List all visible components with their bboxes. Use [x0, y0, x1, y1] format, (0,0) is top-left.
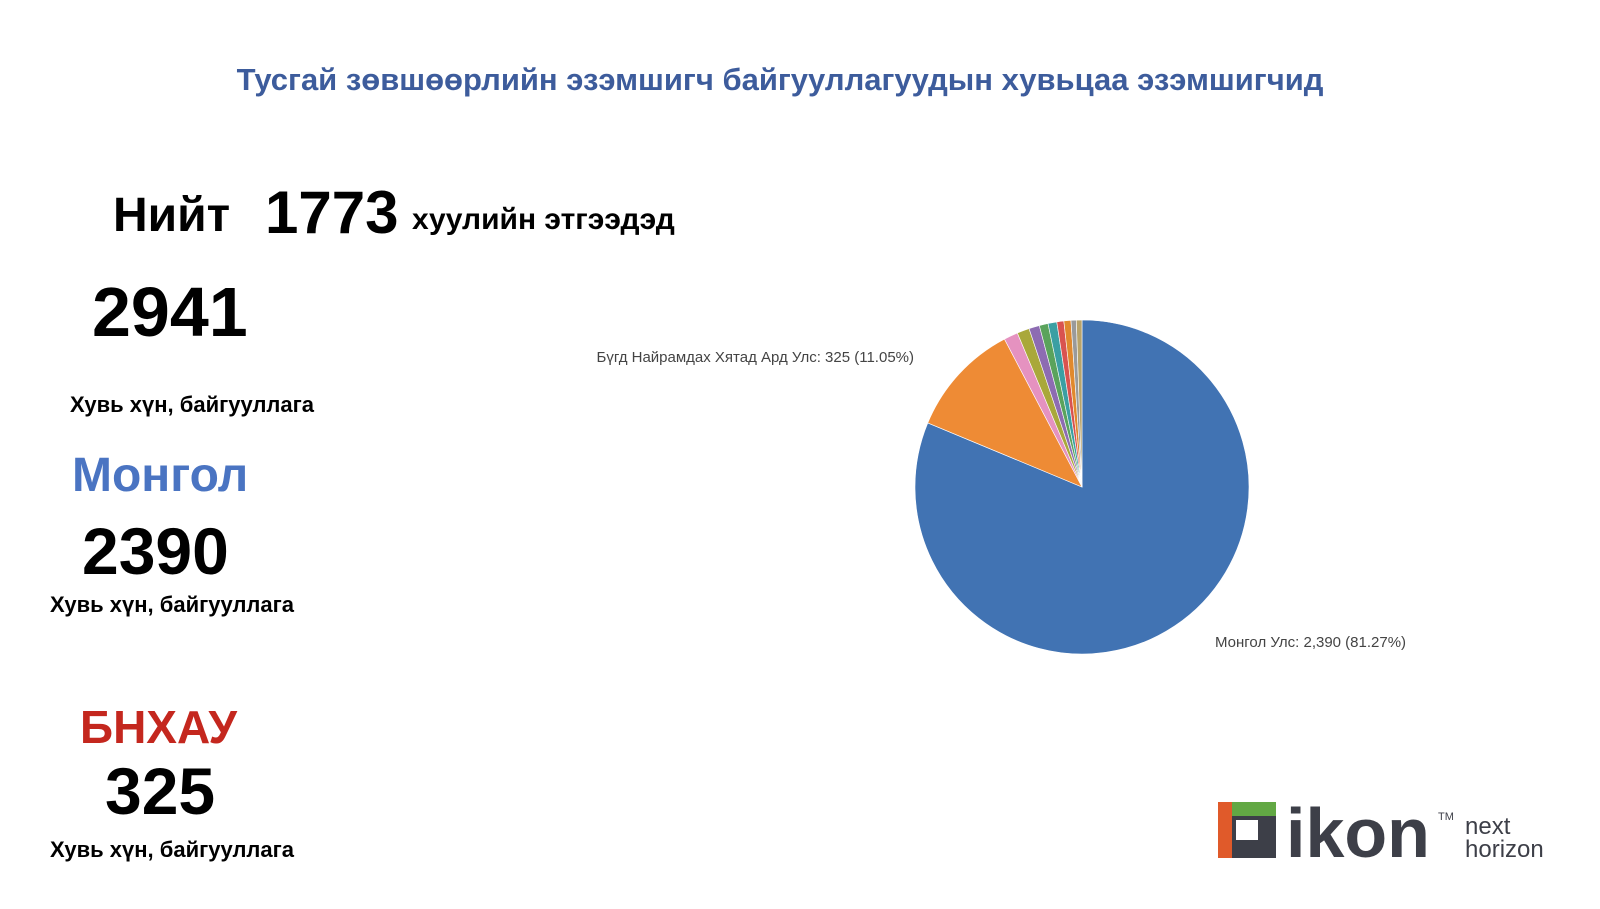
slice-label: Бүгд Найрамдах Хятад Ард Улс: 325 (11.05…	[597, 349, 914, 366]
logo-tm: TM	[1438, 811, 1454, 823]
logo-line: horizon	[1465, 836, 1544, 863]
china-value: 325	[105, 754, 216, 828]
total-entities: 1773	[265, 179, 399, 246]
china-label: БНХАУ	[80, 701, 238, 753]
mongolia-value: 2390	[82, 514, 229, 588]
pie-slice	[927, 338, 1083, 488]
title: Тусгай зөвшөөрлийн эзэмшигч байгууллагуу…	[236, 62, 1324, 97]
caption: Хувь хүн, байгууллага	[50, 592, 295, 617]
mongolia-label: Монгол	[72, 449, 249, 502]
logo-line: next	[1465, 813, 1511, 840]
slice-label: Монгол Улс: 2,390 (81.27%)	[1215, 634, 1406, 651]
caption: Хувь хүн, байгууллага	[50, 837, 295, 862]
pie-slice	[1075, 319, 1083, 488]
total-label: Нийт	[113, 189, 231, 242]
total-holders: 2941	[92, 273, 248, 351]
logo-brand: ikon	[1286, 794, 1430, 872]
total-suffix: хуулийн этгээдэд	[412, 203, 675, 236]
logo-icon	[1218, 802, 1276, 858]
caption: Хувь хүн, байгууллага	[70, 392, 315, 417]
